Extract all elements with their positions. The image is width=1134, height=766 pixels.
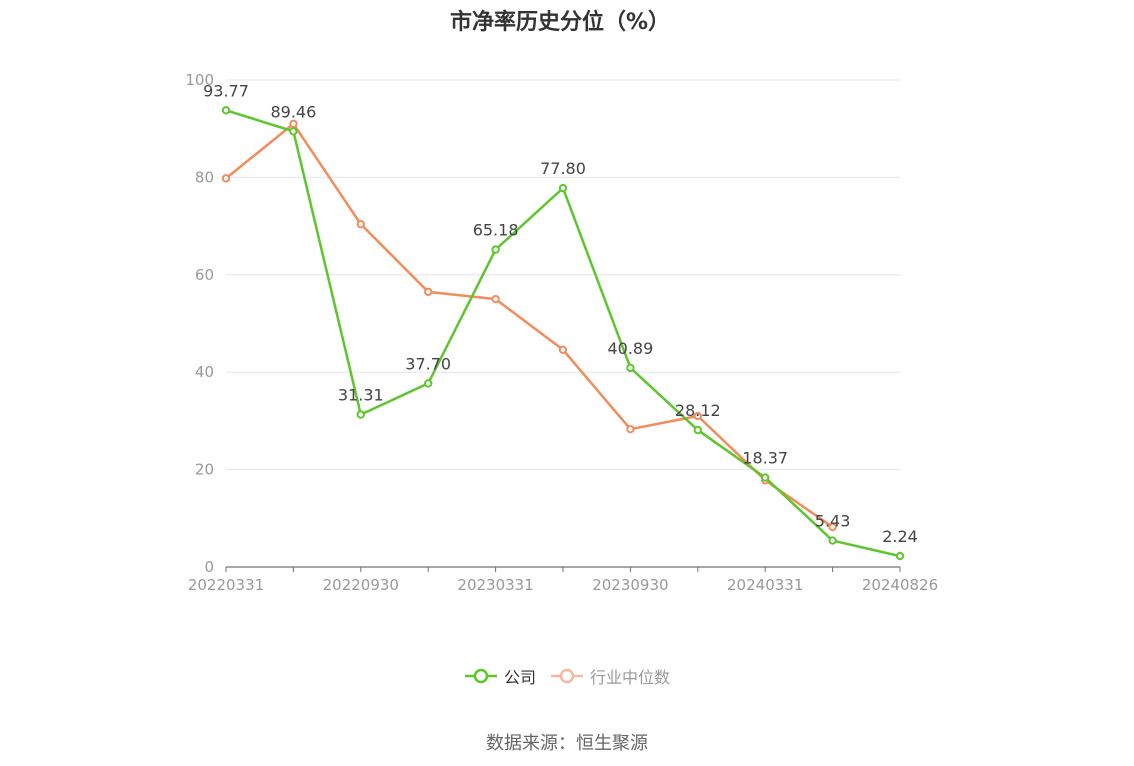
y-tick-label: 40 <box>195 363 214 381</box>
y-tick-label: 100 <box>185 71 214 89</box>
x-tick-label: 20220930 <box>323 576 399 594</box>
y-tick-label: 80 <box>195 168 214 186</box>
data-point <box>895 551 905 561</box>
legend-item-industry-median[interactable]: 行业中位数 <box>550 664 670 688</box>
data-point <box>221 174 231 183</box>
data-point <box>558 183 568 193</box>
y-tick-label: 60 <box>195 266 214 284</box>
data-point <box>693 425 702 435</box>
series-line <box>225 122 834 529</box>
data-point <box>356 410 365 419</box>
legend-line-icon <box>464 668 497 684</box>
x-tick-label: 20230331 <box>457 576 533 594</box>
data-point <box>356 219 365 229</box>
data-point <box>626 363 635 373</box>
data-point <box>828 536 837 545</box>
legend: 公司 行业中位数 <box>0 664 1134 688</box>
y-tick-label: 0 <box>204 558 214 576</box>
data-label: 18.37 <box>742 449 788 468</box>
data-label: 31.31 <box>338 386 384 405</box>
data-point <box>289 119 298 129</box>
chart-title: 市净率历史分位（%） <box>449 10 671 35</box>
data-point <box>828 522 837 532</box>
data-point <box>289 127 298 136</box>
data-label: 77.80 <box>540 159 586 178</box>
x-tick-label: 20240826 <box>862 576 938 594</box>
data-label: 40.89 <box>607 339 653 358</box>
data-point <box>558 345 568 354</box>
data-label: 28.12 <box>675 401 721 420</box>
data-point <box>626 424 635 434</box>
legend-line-icon <box>551 668 583 684</box>
x-tick-label: 20220331 <box>188 576 264 594</box>
data-label: 5.43 <box>815 512 851 531</box>
data-point <box>424 379 433 388</box>
data-point <box>761 473 770 482</box>
data-label: 2.24 <box>882 527 918 546</box>
data-label: 65.18 <box>473 221 519 240</box>
legend-item-company[interactable]: 公司 <box>464 664 536 688</box>
legend-label-company: 公司 <box>503 668 536 687</box>
data-point <box>491 294 500 304</box>
data-label: 89.46 <box>270 102 316 121</box>
data-source: 数据来源：恒生聚源 <box>486 733 648 754</box>
data-point <box>221 106 231 115</box>
data-point <box>693 411 702 421</box>
data-point <box>424 287 433 297</box>
data-label: 93.77 <box>203 81 249 100</box>
y-tick-label: 20 <box>195 461 214 479</box>
data-point <box>491 245 500 254</box>
x-tick-label: 20230930 <box>592 576 668 594</box>
legend-label-industry-median: 行业中位数 <box>590 668 671 687</box>
x-tick-label: 20240331 <box>727 576 803 594</box>
data-label: 37.70 <box>405 354 451 373</box>
